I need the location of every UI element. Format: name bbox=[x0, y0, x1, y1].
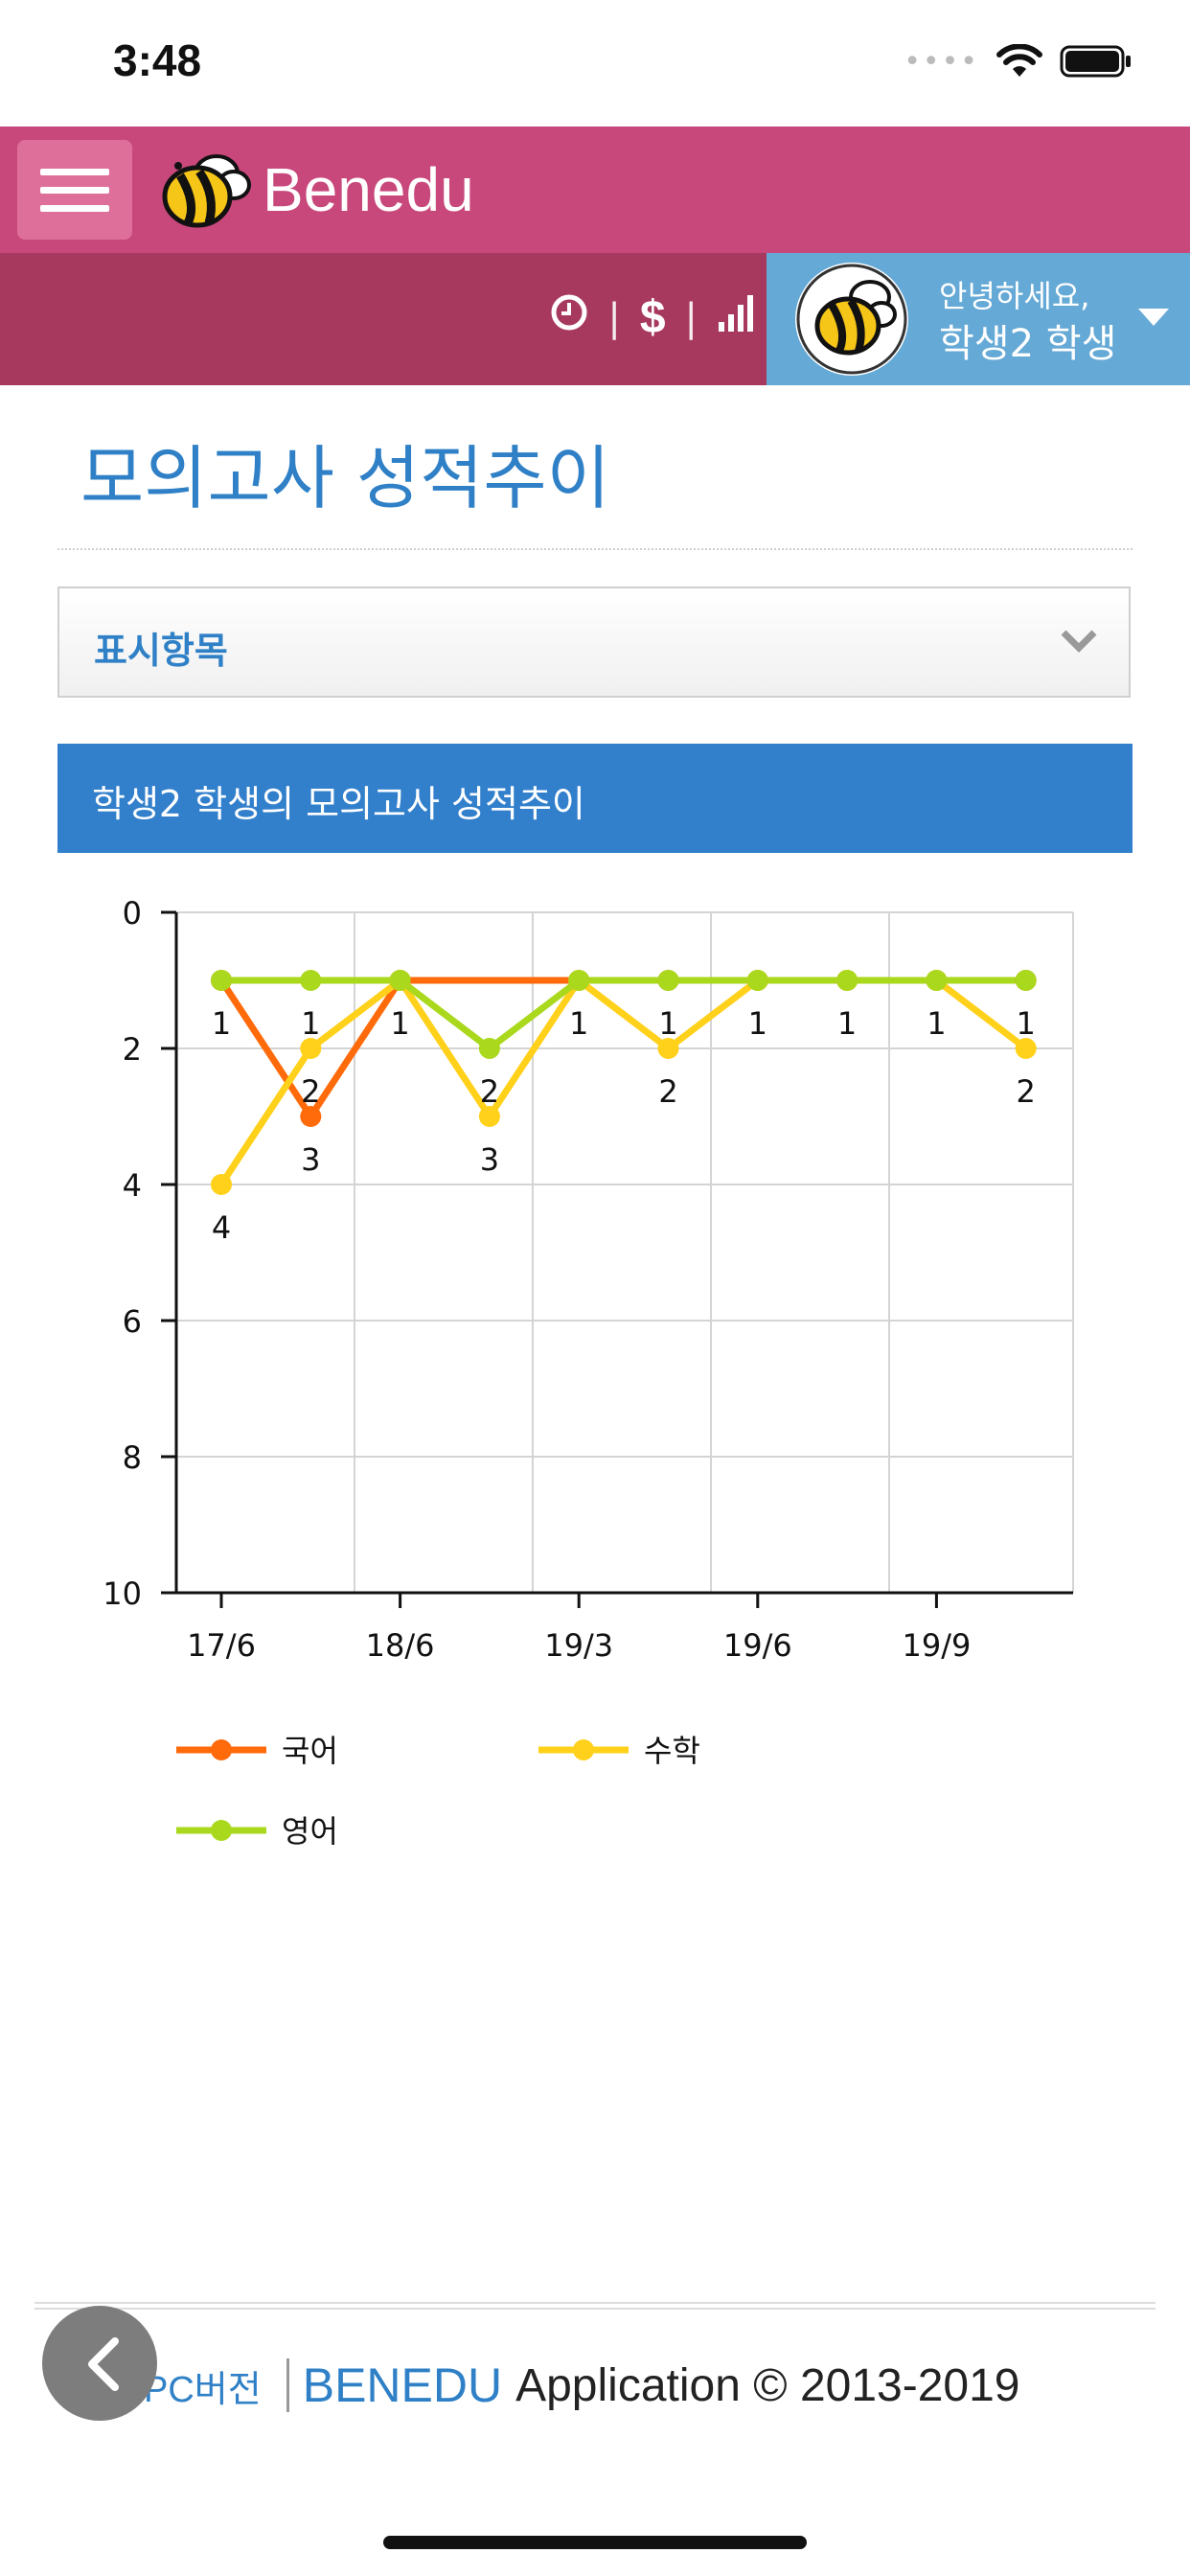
data-label: 2 bbox=[301, 1073, 320, 1110]
user-menu[interactable]: 안녕하세요, 학생2 학생 bbox=[767, 253, 1190, 385]
chart-panel-header: 학생2 학생의 모의고사 성적추이 bbox=[57, 744, 1133, 853]
data-label: 1 bbox=[837, 1005, 857, 1042]
legend-label: 영어 bbox=[282, 1813, 338, 1850]
data-point bbox=[1015, 970, 1037, 991]
data-label: 4 bbox=[212, 1209, 231, 1246]
data-point bbox=[300, 970, 322, 991]
data-label: 1 bbox=[748, 1005, 767, 1042]
x-tick-label: 19/6 bbox=[723, 1627, 792, 1664]
bee-logo-icon bbox=[162, 154, 251, 228]
data-label: 1 bbox=[569, 1005, 588, 1042]
divider bbox=[57, 548, 1133, 550]
hamburger-menu-button[interactable] bbox=[17, 140, 132, 240]
data-label: 1 bbox=[390, 1005, 409, 1042]
x-tick-label: 17/6 bbox=[187, 1627, 256, 1664]
brand-logo[interactable]: Benedu bbox=[159, 140, 474, 240]
footer-brand: BENEDU bbox=[302, 2358, 503, 2412]
caret-down-icon bbox=[1138, 309, 1169, 326]
menu-icon-bar bbox=[40, 187, 109, 194]
battery-icon bbox=[1060, 44, 1133, 79]
signal-dots-icon: •••• bbox=[904, 44, 979, 79]
wifi-icon bbox=[996, 44, 1042, 79]
data-point bbox=[657, 1038, 679, 1059]
home-indicator bbox=[383, 2536, 807, 2549]
app-header: Benedu bbox=[0, 126, 1190, 253]
pc-version-link[interactable]: PC버전 bbox=[144, 2369, 262, 2410]
data-point bbox=[568, 970, 590, 991]
status-time: 3:48 bbox=[113, 35, 202, 85]
user-name: 학생2 학생 bbox=[939, 322, 1117, 366]
footer: PC버전 BENEDU Application © 2013-2019 bbox=[144, 2358, 1020, 2413]
data-label: 2 bbox=[658, 1073, 677, 1110]
legend-swatch-point bbox=[211, 1739, 232, 1760]
status-icons: •••• bbox=[904, 44, 1133, 79]
data-label: 1 bbox=[1017, 1005, 1036, 1042]
clock-icon[interactable] bbox=[550, 293, 588, 342]
footer-copyright: Application © 2013-2019 bbox=[515, 2359, 1020, 2411]
chevron-down-icon bbox=[1058, 619, 1100, 665]
y-tick-label: 2 bbox=[123, 1031, 142, 1068]
menu-icon-bar bbox=[40, 205, 109, 212]
series-line bbox=[218, 977, 1028, 1186]
separator bbox=[286, 2358, 289, 2412]
score-trend-chart: 0 2 4 6 8 10 17/6 18/6 19/3 19/6 19/9 1 4 1 2 3 1 2 3 1 1 2 1 1… bbox=[103, 895, 1074, 1850]
separator: | bbox=[607, 295, 621, 340]
greeting-text: 안녕하세요, bbox=[939, 278, 1090, 314]
data-label: 1 bbox=[212, 1005, 231, 1042]
menu-icon bbox=[40, 169, 109, 175]
page-title: 모의고사 성적추이 bbox=[80, 438, 610, 518]
data-point bbox=[300, 1106, 322, 1127]
y-tick-label: 6 bbox=[123, 1303, 142, 1340]
data-point bbox=[478, 1106, 500, 1127]
data-label: 2 bbox=[480, 1073, 499, 1110]
legend-swatch-point bbox=[211, 1820, 232, 1841]
separator: | bbox=[684, 295, 698, 340]
series-line bbox=[221, 977, 1026, 1052]
y-tick-label: 8 bbox=[123, 1439, 142, 1476]
data-point bbox=[1015, 1038, 1037, 1059]
bar-chart-icon[interactable] bbox=[717, 291, 759, 344]
data-point bbox=[746, 970, 768, 991]
legend-swatch-point bbox=[573, 1739, 594, 1760]
status-bar: 3:48 •••• bbox=[0, 0, 1190, 126]
legend-label: 수학 bbox=[644, 1733, 700, 1769]
brand-name: Benedu bbox=[263, 155, 474, 224]
chevron-left-icon bbox=[88, 2337, 119, 2391]
legend-label: 국어 bbox=[282, 1733, 338, 1769]
data-point bbox=[926, 970, 948, 991]
display-items-dropdown[interactable]: 표시항목 bbox=[57, 586, 1131, 698]
data-label: 1 bbox=[927, 1005, 946, 1042]
data-point bbox=[836, 970, 858, 991]
x-tick-label: 19/3 bbox=[544, 1627, 613, 1664]
dropdown-label: 표시항목 bbox=[94, 630, 228, 672]
toolbar: | $ | 안녕하세요, 학생2 학생 bbox=[0, 253, 1190, 385]
x-tick-label: 19/9 bbox=[902, 1627, 971, 1664]
y-tick-label: 0 bbox=[123, 895, 142, 932]
data-point bbox=[657, 970, 679, 991]
y-tick-label: 4 bbox=[123, 1167, 142, 1204]
tool-icons: | $ | bbox=[550, 291, 759, 344]
data-label: 3 bbox=[301, 1141, 320, 1178]
data-point bbox=[211, 1174, 232, 1195]
data-label: 3 bbox=[480, 1141, 499, 1178]
x-tick-label: 18/6 bbox=[366, 1627, 435, 1664]
data-label: 2 bbox=[1017, 1073, 1036, 1110]
dollar-icon[interactable]: $ bbox=[639, 292, 666, 343]
back-button[interactable] bbox=[42, 2306, 157, 2421]
chart-panel-title: 학생2 학생의 모의고사 성적추이 bbox=[92, 783, 585, 825]
data-point bbox=[389, 970, 411, 991]
data-label: 1 bbox=[658, 1005, 677, 1042]
data-point bbox=[300, 1038, 322, 1059]
y-tick-label: 10 bbox=[103, 1576, 142, 1612]
data-label: 1 bbox=[301, 1005, 320, 1042]
footer-divider bbox=[34, 2302, 1156, 2310]
data-point bbox=[478, 1038, 500, 1059]
data-point bbox=[211, 970, 232, 991]
avatar bbox=[795, 263, 908, 376]
